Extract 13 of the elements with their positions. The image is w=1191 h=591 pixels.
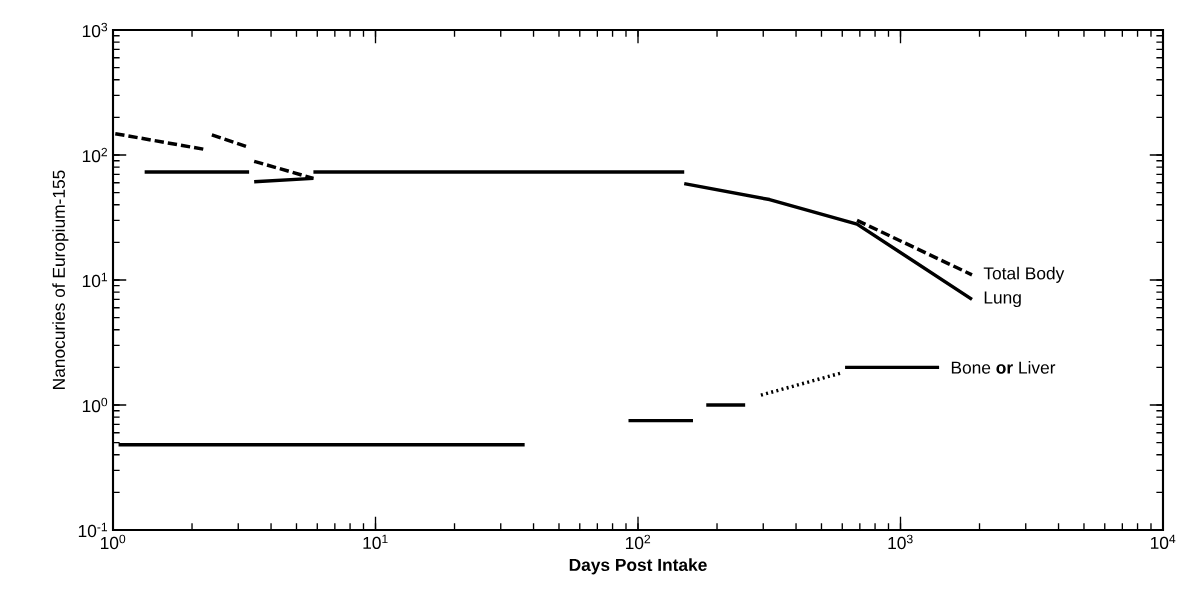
x-tick-label: 10$^{2}$ <box>625 534 651 550</box>
series-label: Lung <box>984 291 1021 308</box>
y-tick-label: 10$^{2}$ <box>82 147 108 163</box>
y-tick-label: 10$^{3}$ <box>82 22 108 38</box>
y-tick-label: 10$^{1}$ <box>82 272 108 288</box>
x-axis-title: Days Post Intake <box>569 558 707 575</box>
x-tick-label: 10$^{1}$ <box>363 534 388 550</box>
series-label: Total Body <box>983 266 1065 283</box>
x-tick-label: 10$^{3}$ <box>888 534 913 550</box>
y-tick-label: 10$^{0}$ <box>82 397 108 413</box>
y-axis-title: Nanocuries of Europium-155 <box>52 170 69 389</box>
series-label: Bone or Liver <box>951 360 1056 374</box>
x-tick-label: 10$^{4}$ <box>1150 534 1176 550</box>
